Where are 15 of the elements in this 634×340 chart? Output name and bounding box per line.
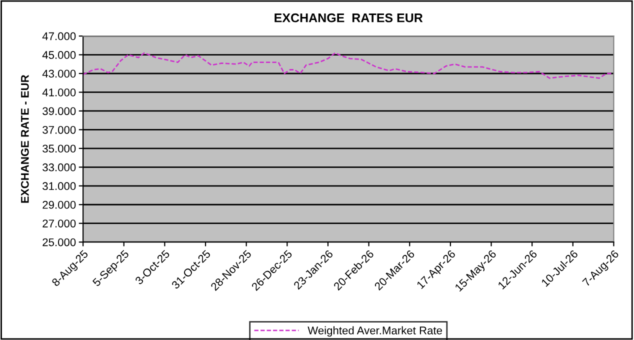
y-tick-label: 39.000 — [42, 107, 76, 116]
y-axis-title: EXCHANGE RATE - EUR — [20, 74, 29, 203]
y-tick-label: 33.000 — [42, 163, 76, 172]
y-tick-label: 25.000 — [42, 238, 76, 246]
y-tick-label: 29.000 — [42, 200, 76, 209]
y-tick-label: 43.000 — [42, 70, 76, 78]
y-tick-label: 45.000 — [42, 51, 76, 59]
y-tick-label: 27.000 — [42, 220, 76, 228]
chart-title: EXCHANGE RATES EUR — [274, 13, 423, 22]
y-tick-label: 47.000 — [42, 32, 76, 40]
y-tick-label: 31.000 — [42, 182, 76, 190]
y-tick-label: 37.000 — [42, 126, 76, 134]
legend-label: Weighted Aver.Market Rate — [308, 326, 442, 337]
y-tick-label: 35.000 — [42, 144, 76, 153]
y-tick-label: 41.000 — [42, 88, 76, 96]
